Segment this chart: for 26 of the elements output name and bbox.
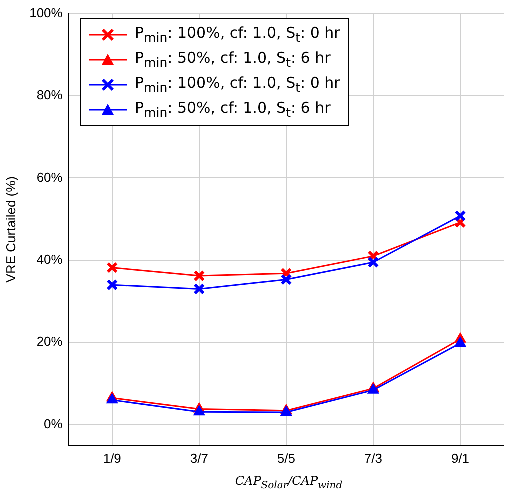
point [194, 270, 206, 282]
point [454, 336, 466, 347]
x-tick-label: 9/1 [451, 450, 470, 466]
point [368, 256, 380, 268]
point [280, 274, 292, 286]
y-tick-label: 40% [36, 252, 64, 268]
point [106, 279, 118, 291]
x-tick-label: 7/3 [364, 450, 382, 466]
legend-label: P$_{min}$: 50%, cf: 1.0, S$_{t}$: 6 hr [135, 49, 331, 70]
x-tick-label: 1/9 [103, 450, 122, 466]
y-tick-label: 60% [36, 170, 64, 185]
x-axis-title: CAP$_{Solar}$/CAP$_{wind}$ [234, 474, 344, 492]
legend-label: P$_{min}$: 100%, cf: 1.0, S$_{t}$: 0 hr [135, 74, 340, 95]
y-tick-label: 20% [36, 334, 64, 350]
y-tick-label: 80% [36, 88, 64, 103]
legend-label: P$_{min}$: 50%, cf: 1.0, S$_{t}$: 6 hr [135, 99, 331, 120]
y-tick-label: 0% [44, 416, 64, 432]
y-tick-label: 100% [30, 5, 64, 20]
point [454, 210, 466, 222]
point [106, 262, 118, 274]
legend-label: P$_{min}$: 100%, cf: 1.0, S$_{t}$: 0 hr [135, 24, 340, 45]
y-axis-title: VRE Curtailed (%) [3, 176, 18, 283]
x-tick-label: 5/5 [277, 450, 296, 466]
point [194, 406, 206, 416]
point [194, 283, 206, 295]
x-tick-label: 3/7 [190, 450, 208, 466]
